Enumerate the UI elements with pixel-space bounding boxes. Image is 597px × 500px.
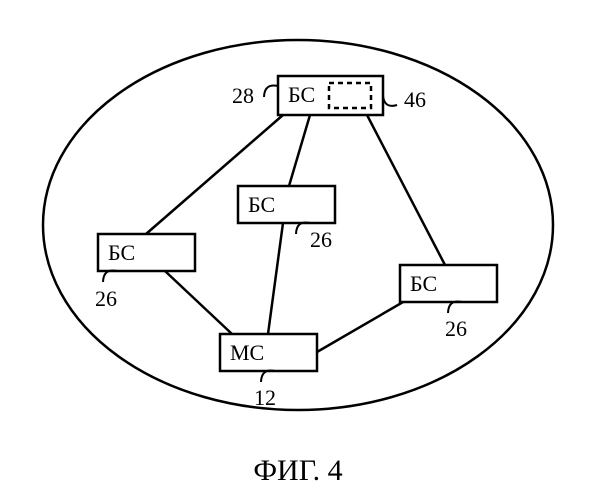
ref-number: 26 (310, 227, 332, 252)
node-bottom: МС 12 (220, 334, 317, 410)
node-label: МС (230, 340, 264, 365)
ref-number-right: 46 (404, 87, 426, 112)
node-top: БС 28 46 (232, 76, 426, 115)
edge-right-bottom (317, 298, 410, 352)
edge-top-mid (289, 115, 310, 186)
nodes: БС 28 46 БС 26 БС 26 БС 26 МС 12 (95, 76, 497, 410)
node-label: БС (248, 192, 275, 217)
ref-number-left: 28 (232, 83, 254, 108)
figure-caption: ФИГ. 4 (253, 454, 342, 487)
node-right: БС 26 (400, 265, 497, 341)
ref-number: 26 (445, 316, 467, 341)
node-label: БС (108, 240, 135, 265)
node-mid: БС 26 (238, 186, 335, 252)
edge-left-bottom (165, 271, 232, 334)
edge-top-right (367, 115, 445, 265)
ref-number: 26 (95, 286, 117, 311)
ref-tick (264, 85, 278, 97)
ref-tick (383, 96, 397, 106)
ref-number: 12 (254, 385, 276, 410)
node-label: БС (288, 82, 315, 107)
edge-mid-bottom (268, 223, 283, 334)
node-left: БС 26 (95, 234, 195, 311)
node-label: БС (410, 271, 437, 296)
